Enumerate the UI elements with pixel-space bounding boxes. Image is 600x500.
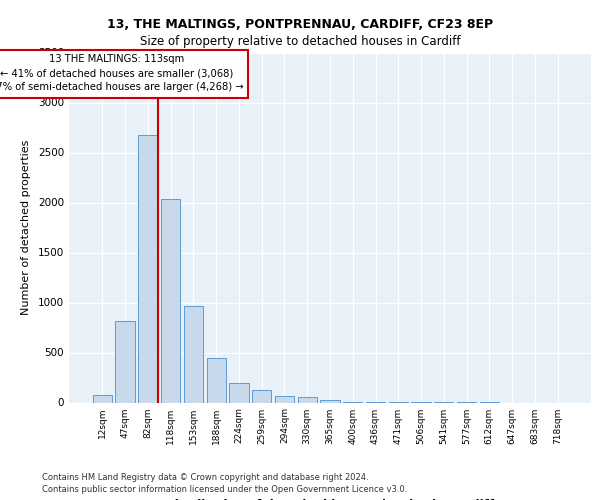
Bar bbox=[298, 397, 317, 402]
Bar bbox=[229, 382, 248, 402]
Y-axis label: Number of detached properties: Number of detached properties bbox=[21, 140, 31, 315]
Bar bbox=[161, 198, 181, 402]
Bar bbox=[115, 320, 135, 402]
Bar bbox=[93, 395, 112, 402]
Bar bbox=[184, 306, 203, 402]
Text: Contains public sector information licensed under the Open Government Licence v3: Contains public sector information licen… bbox=[42, 485, 407, 494]
Text: Contains HM Land Registry data © Crown copyright and database right 2024.: Contains HM Land Registry data © Crown c… bbox=[42, 472, 368, 482]
Bar bbox=[275, 396, 294, 402]
Text: 13 THE MALTINGS: 113sqm
← 41% of detached houses are smaller (3,068)
57% of semi: 13 THE MALTINGS: 113sqm ← 41% of detache… bbox=[0, 54, 244, 92]
Bar bbox=[252, 390, 271, 402]
Bar bbox=[206, 358, 226, 403]
Bar bbox=[138, 134, 158, 402]
Text: Size of property relative to detached houses in Cardiff: Size of property relative to detached ho… bbox=[140, 35, 460, 48]
Text: 13, THE MALTINGS, PONTPRENNAU, CARDIFF, CF23 8EP: 13, THE MALTINGS, PONTPRENNAU, CARDIFF, … bbox=[107, 18, 493, 30]
Bar bbox=[320, 400, 340, 402]
